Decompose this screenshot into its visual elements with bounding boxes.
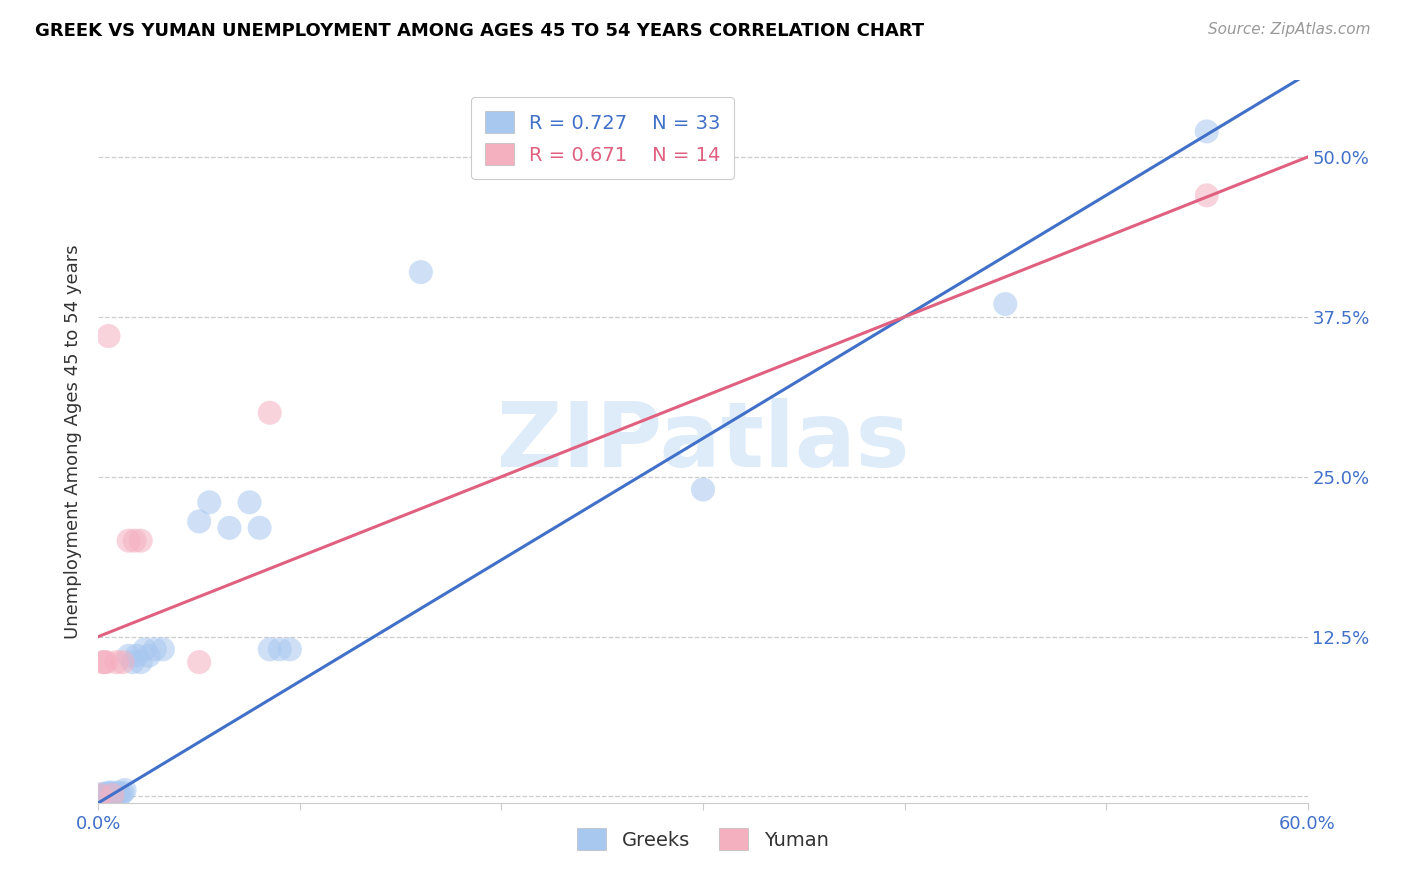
Point [93,788,115,802]
Point [259,642,281,657]
Point [259,406,281,420]
Point [96,787,118,801]
Point [125,648,148,663]
Point [124,533,146,548]
Point [105,788,128,802]
Point [118,533,141,548]
Text: ZIPatlas: ZIPatlas [496,398,910,485]
Point [134,642,156,657]
Point [97,329,120,343]
Point [118,648,141,663]
Text: GREEK VS YUMAN UNEMPLOYMENT AMONG AGES 45 TO 54 YEARS CORRELATION CHART: GREEK VS YUMAN UNEMPLOYMENT AMONG AGES 4… [35,22,924,40]
Point [278,642,301,657]
Point [91,787,114,801]
Point [107,786,129,800]
Point [129,655,152,669]
Point [101,786,124,800]
Point [198,495,221,509]
Point [93,655,115,669]
Point [129,533,152,548]
Point [91,655,114,669]
Point [111,655,134,669]
Point [100,787,122,801]
Point [1195,124,1218,138]
Point [218,521,240,535]
Text: Source: ZipAtlas.com: Source: ZipAtlas.com [1208,22,1371,37]
Point [105,655,128,669]
Point [97,786,120,800]
Y-axis label: Unemployment Among Ages 45 to 54 years: Unemployment Among Ages 45 to 54 years [65,244,83,639]
Point [269,642,291,657]
Point [409,265,432,279]
Point [152,642,174,657]
Point [994,297,1017,311]
Point [692,483,714,497]
Point [188,515,211,529]
Point [89,788,111,802]
Legend: Greeks, Yuman: Greeks, Yuman [569,820,837,858]
Point [143,642,166,657]
Point [138,648,160,663]
Point [249,521,271,535]
Point [96,655,118,669]
Point [110,787,132,801]
Point [188,655,211,669]
Point [114,783,136,797]
Point [101,788,124,802]
Point [111,786,134,800]
Point [89,788,111,802]
Point [103,787,125,801]
Point [1195,188,1218,202]
Point [239,495,262,509]
Point [121,655,143,669]
